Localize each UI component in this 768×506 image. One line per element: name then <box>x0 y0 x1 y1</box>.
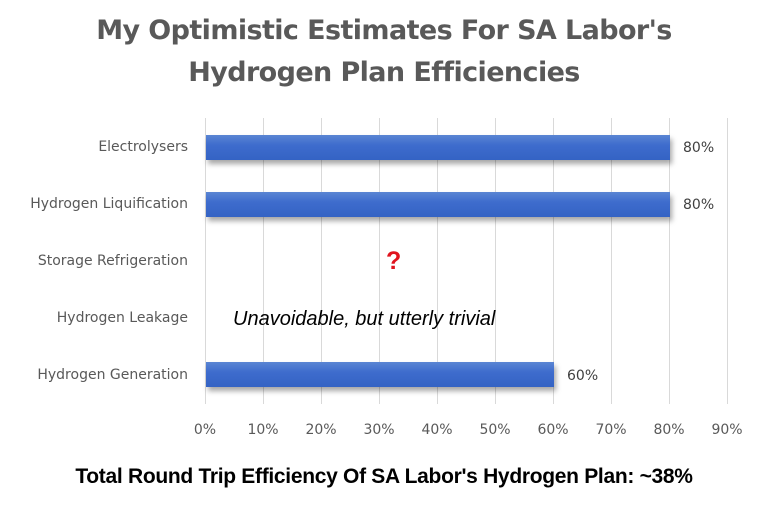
bar-hydrogen-generation <box>206 362 554 387</box>
x-tick-label: 90% <box>711 422 743 438</box>
category-label: Hydrogen Generation <box>37 367 188 383</box>
chart-title-line-1: My Optimistic Estimates For SA Labor's <box>96 15 672 46</box>
gridline-40 <box>437 118 438 404</box>
question-mark-annotation: ? <box>386 247 402 275</box>
x-tick-label: 50% <box>479 422 511 438</box>
category-label: Storage Refrigeration <box>37 253 188 269</box>
x-tick-label: 60% <box>537 422 569 438</box>
gridline-20 <box>321 118 322 404</box>
bar-value-label: 80% <box>683 197 715 213</box>
gridline-60 <box>553 118 554 404</box>
bar-hydrogen-liquification <box>206 192 670 217</box>
bar-value-label: 80% <box>683 140 715 156</box>
x-tick-label: 20% <box>305 422 337 438</box>
chart-title: My Optimistic Estimates For SA Labor's H… <box>0 10 768 94</box>
x-tick-label: 70% <box>595 422 627 438</box>
category-label: Hydrogen Liquification <box>30 196 188 212</box>
bar-electrolysers <box>206 135 670 160</box>
category-label: Electrolysers <box>98 139 188 155</box>
total-efficiency-footer: Total Round Trip Efficiency Of SA Labor'… <box>75 465 693 488</box>
chart-title-line-2: Hydrogen Plan Efficiencies <box>188 57 580 88</box>
gridline-10 <box>263 118 264 404</box>
x-tick-label: 10% <box>247 422 279 438</box>
gridline-80 <box>669 118 670 404</box>
gridline-70 <box>611 118 612 404</box>
x-tick-label: 30% <box>363 422 395 438</box>
gridline-50 <box>495 118 496 404</box>
x-tick-label: 40% <box>421 422 453 438</box>
gridline-0 <box>205 118 206 404</box>
gridline-90 <box>727 118 728 404</box>
leakage-annotation: Unavoidable, but utterly trivial <box>233 308 496 330</box>
x-tick-label: 0% <box>193 422 217 438</box>
bar-value-label: 60% <box>567 368 599 384</box>
x-tick-label: 80% <box>653 422 685 438</box>
gridline-30 <box>379 118 380 404</box>
category-label: Hydrogen Leakage <box>56 310 188 326</box>
